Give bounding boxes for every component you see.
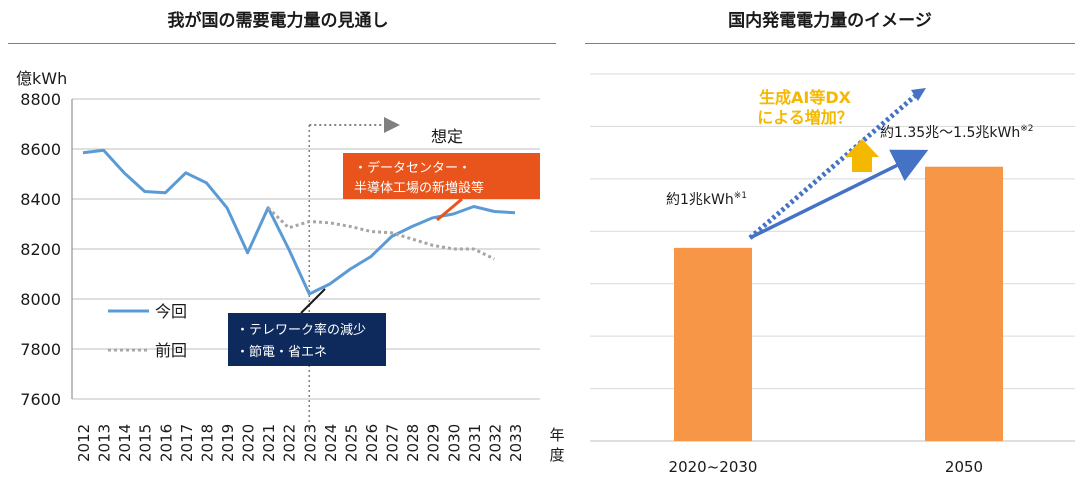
x-tick-label: 2015 bbox=[137, 424, 155, 462]
x-tick-label: 2031 bbox=[466, 424, 484, 462]
trend-arrow-dotted bbox=[748, 94, 917, 240]
data-label-footnote: ※2 bbox=[1020, 124, 1033, 134]
left-title-rule bbox=[8, 43, 556, 44]
x-tick-label: 2014 bbox=[116, 424, 134, 462]
x-tick-label: 2032 bbox=[486, 424, 504, 462]
x-tick-label: 2018 bbox=[198, 424, 216, 462]
x-tick-label: 2019 bbox=[219, 424, 237, 462]
increase-up-arrow bbox=[845, 139, 879, 172]
annotation-up-leader bbox=[436, 197, 463, 222]
annotation-down-line1: ・テレワーク率の減少 bbox=[236, 322, 366, 338]
annotation-up-line1: ・データセンター・ bbox=[354, 160, 471, 176]
x-category-label: 2050 bbox=[945, 458, 983, 476]
bar-data-label: 約1兆kWh※1 bbox=[666, 191, 747, 208]
data-label-footnote: ※1 bbox=[734, 191, 747, 201]
left-chart-title: 我が国の需要電力量の見通し bbox=[167, 11, 389, 31]
forecast-label: 想定 bbox=[431, 127, 463, 146]
annotation-up-line2: 半導体工場の新増設等 bbox=[354, 180, 484, 196]
trend-arrow-dotted-head bbox=[911, 88, 926, 101]
legend-label: 前回 bbox=[155, 341, 187, 360]
bar-2020~2030 bbox=[674, 247, 752, 441]
x-tick-label: 2023 bbox=[301, 424, 319, 462]
x-tick-label: 2026 bbox=[363, 424, 381, 462]
annotation-down-line2: ・節電・省エネ bbox=[236, 345, 327, 360]
x-category-label: 2020~2030 bbox=[669, 458, 758, 476]
y-tick-label: 8000 bbox=[20, 290, 61, 309]
right-chart-title: 国内発電電力量のイメージ bbox=[728, 11, 932, 31]
x-axis-title-char: 度 bbox=[549, 446, 564, 464]
x-tick-label: 2027 bbox=[384, 424, 402, 462]
x-tick-label: 2024 bbox=[322, 424, 340, 462]
x-tick-label: 2030 bbox=[445, 424, 463, 462]
x-tick-label: 2029 bbox=[425, 424, 443, 462]
x-tick-label: 2033 bbox=[507, 424, 525, 462]
y-tick-label: 8400 bbox=[20, 190, 61, 209]
legend-label: 今回 bbox=[155, 302, 187, 321]
annotation-down-leader bbox=[300, 288, 326, 314]
x-tick-label: 2028 bbox=[404, 424, 422, 462]
y-tick-label: 8800 bbox=[20, 90, 61, 109]
y-tick-label: 8600 bbox=[20, 140, 61, 159]
left-line-chart: 7600 7800 8000 8200 8400 8600 8800 億kWh 2012 2013… bbox=[16, 69, 565, 464]
y-axis-title: 億kWh bbox=[16, 69, 67, 88]
x-tick-label: 2013 bbox=[96, 424, 114, 462]
callout-line1: 生成AI等DX bbox=[759, 88, 852, 107]
y-tick-label: 8200 bbox=[20, 240, 61, 259]
bar-data-label: 約1.35兆～1.5兆kWh※2 bbox=[880, 124, 1034, 141]
x-tick-label: 2021 bbox=[260, 424, 278, 462]
x-tick-label: 2025 bbox=[342, 424, 360, 462]
series-line-前回 bbox=[267, 206, 496, 261]
x-axis-title: 年度 bbox=[549, 426, 564, 464]
x-tick-label: 2016 bbox=[157, 424, 175, 462]
annotation-box-down bbox=[228, 313, 386, 366]
annotation-box-up bbox=[343, 153, 540, 199]
x-tick-label: 2022 bbox=[281, 424, 299, 462]
y-tick-label: 7800 bbox=[20, 340, 61, 359]
x-tick-label: 2012 bbox=[75, 424, 93, 462]
x-tick-label: 2017 bbox=[178, 424, 196, 462]
trend-arrow-solid bbox=[749, 149, 929, 240]
right-title-rule bbox=[585, 43, 1075, 44]
x-axis-title-char: 年 bbox=[549, 426, 564, 444]
callout-line2: による増加？ bbox=[757, 108, 853, 127]
bar-2050 bbox=[925, 166, 1003, 441]
y-tick-label: 7600 bbox=[20, 390, 61, 409]
x-tick-label: 2020 bbox=[240, 424, 258, 462]
